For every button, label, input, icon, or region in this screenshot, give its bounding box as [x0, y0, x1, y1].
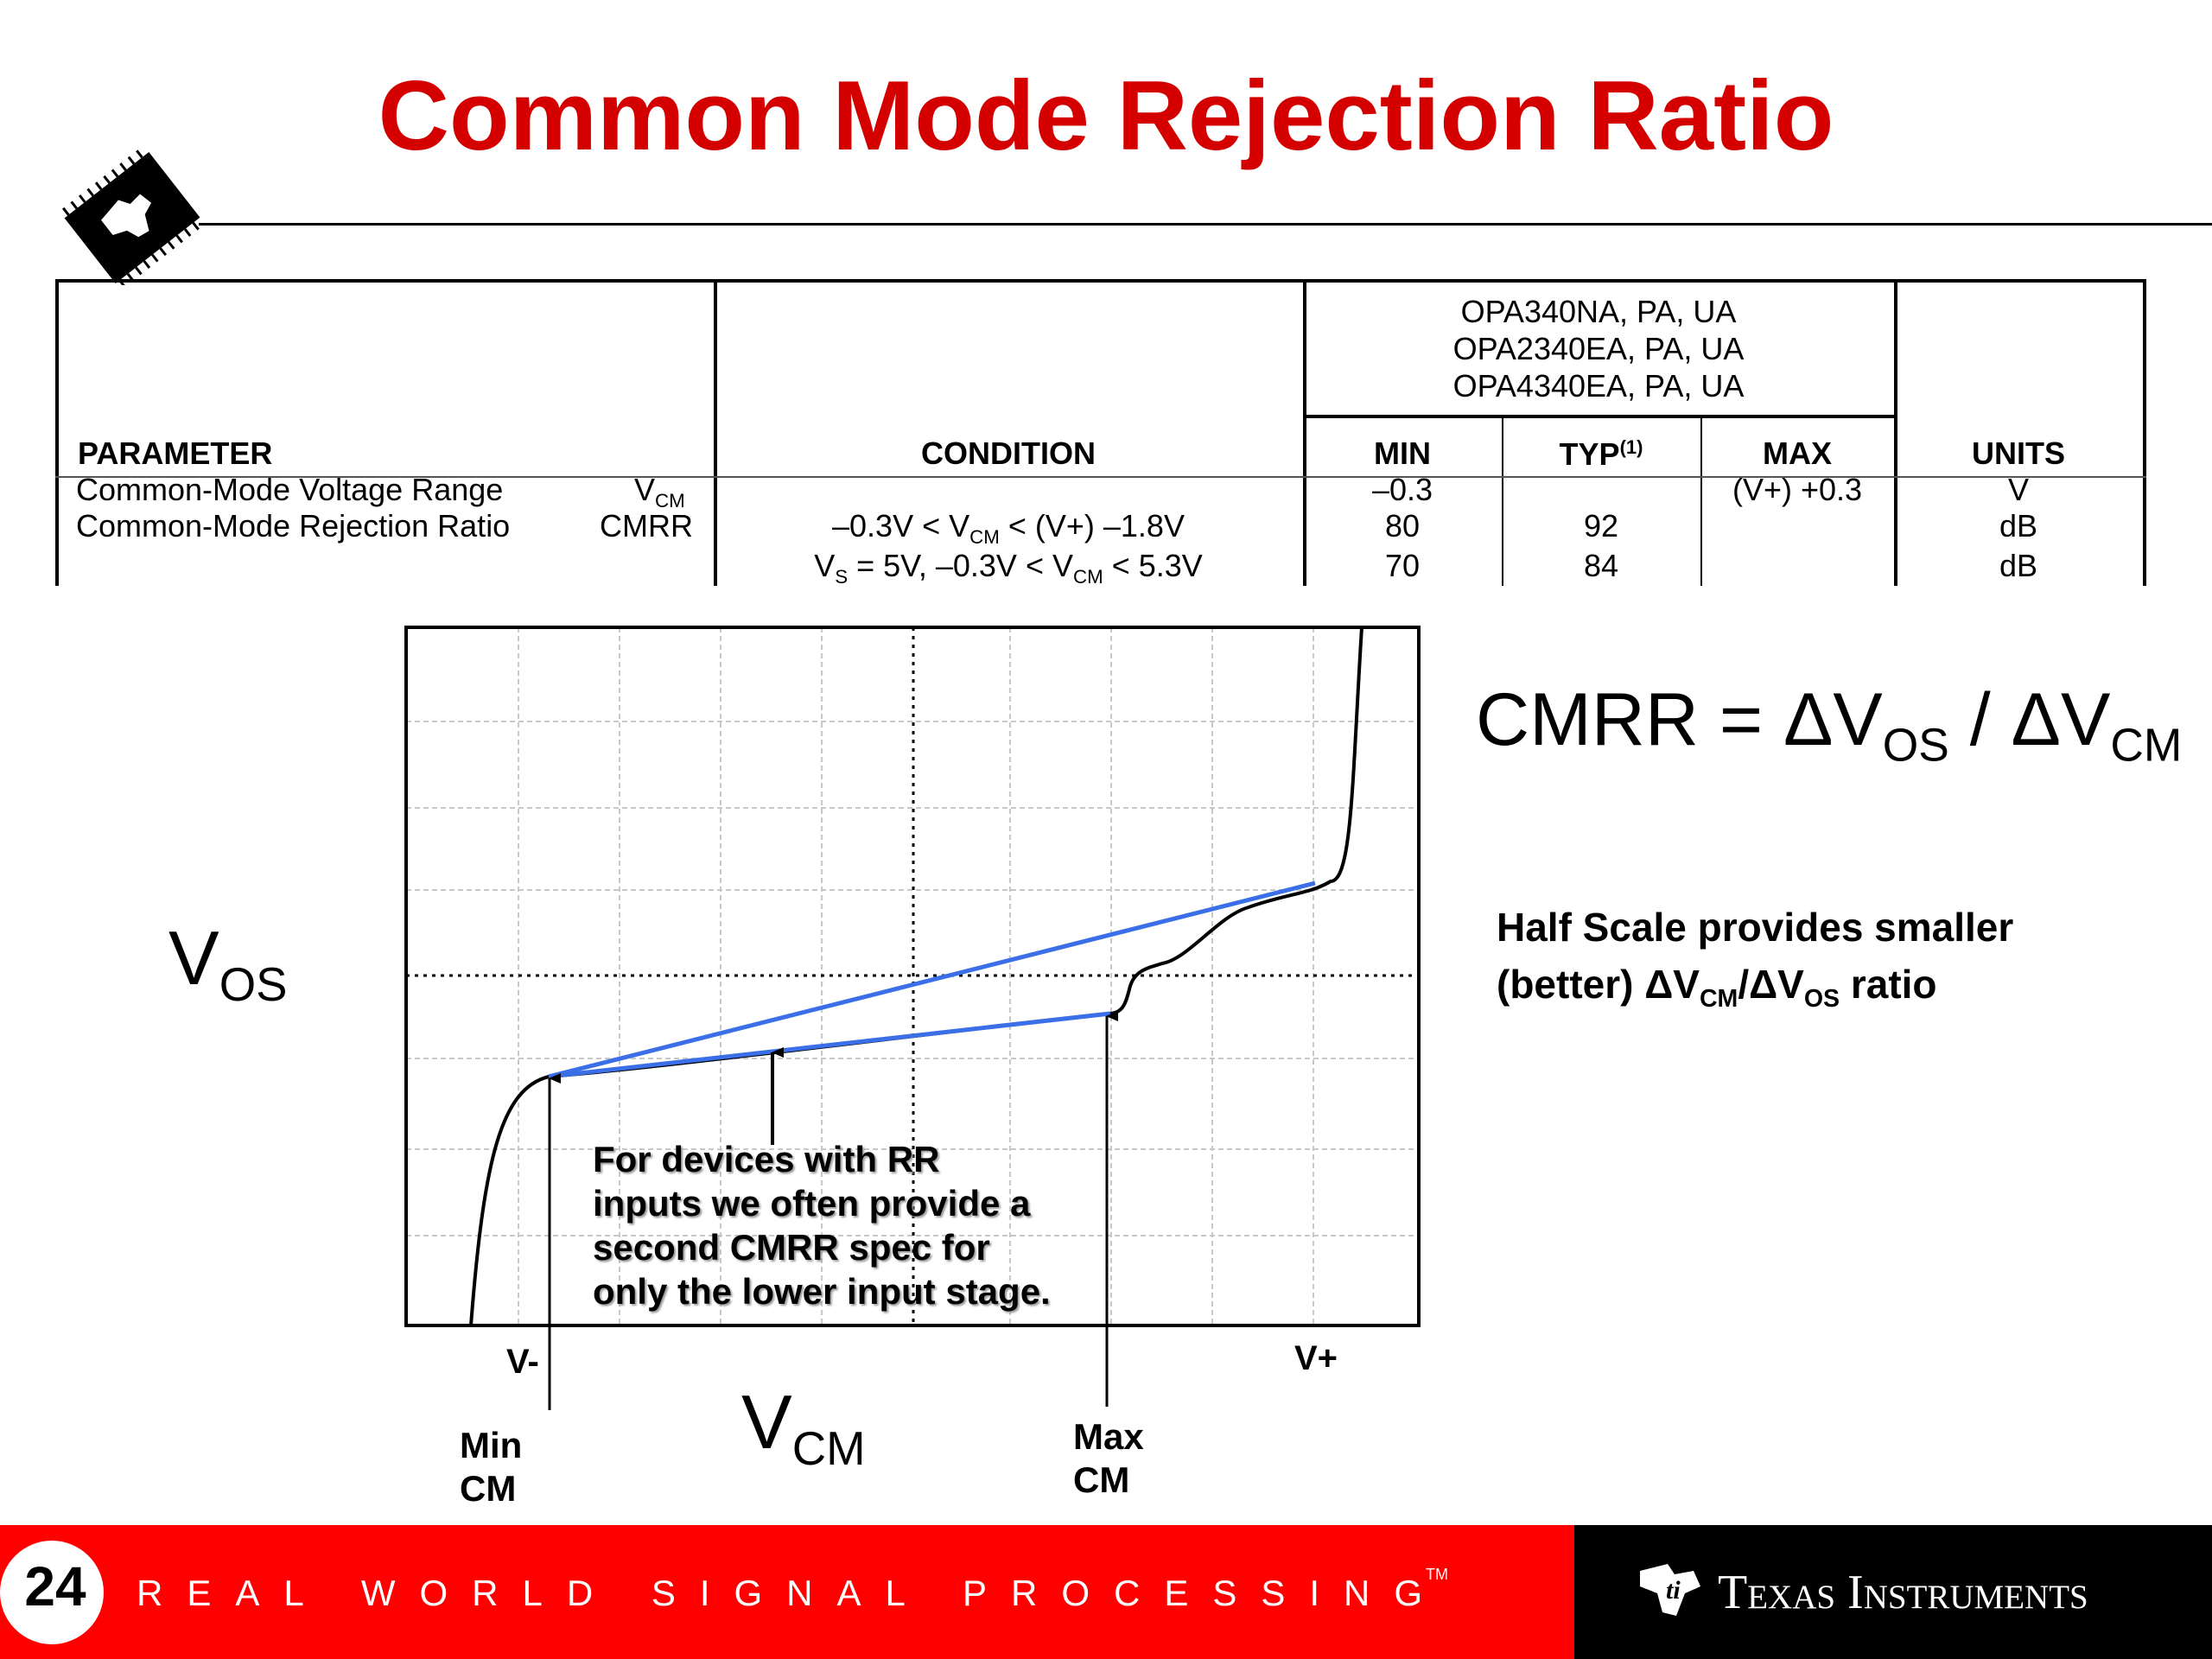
row-parameter: Common-Mode Voltage Range	[76, 472, 504, 507]
x-axis-label-main: V	[741, 1379, 792, 1465]
table-divider	[714, 279, 717, 586]
row-typ: 84	[1583, 548, 1619, 583]
row-units: dB	[1999, 508, 2038, 543]
row-units: V	[2007, 472, 2029, 507]
col-header-condition: CONDITION	[921, 435, 1096, 471]
formula-part: CMRR = ΔV	[1476, 678, 1883, 761]
row-symbol: CMRR	[600, 508, 693, 543]
col-header-typ-label: TYP	[1559, 436, 1620, 472]
device-header-line: OPA340NA, PA, UA	[1460, 294, 1737, 329]
svg-text:ti: ti	[1666, 1576, 1681, 1605]
min-cm-label: Min CM	[460, 1424, 522, 1510]
row-min: 80	[1384, 508, 1421, 543]
row-symbol-main: V	[634, 472, 656, 507]
plot-grid	[406, 627, 1417, 1325]
half-scale-note-line1: Half Scale provides smaller	[1497, 905, 2014, 950]
note-sub: CM	[1699, 984, 1738, 1013]
plot-frame	[404, 626, 1421, 1327]
row-condition-sub: CM	[1073, 565, 1103, 588]
col-header-max: MAX	[1763, 435, 1832, 471]
row-condition-sub: S	[835, 565, 849, 588]
row-condition-part: V	[814, 548, 836, 583]
row-condition-part: –0.3V < V	[832, 508, 970, 543]
row-min: 70	[1384, 548, 1421, 583]
x-axis-label: VCM	[741, 1384, 866, 1473]
x-right-marker-label: V+	[1294, 1339, 1338, 1377]
y-axis-label: VOS	[168, 920, 288, 1009]
full-range-fit-line	[548, 880, 1316, 1079]
vos-curve	[469, 626, 1363, 1326]
table-subheader-rule	[1303, 415, 1894, 418]
row-parameter: Common-Mode Rejection Ratio	[76, 508, 511, 543]
table-header-rule	[55, 476, 2146, 478]
brand-name: Texas Instruments	[1718, 1566, 2088, 1619]
x-left-marker-label: V-	[506, 1343, 539, 1381]
lower-stage-fit-line	[548, 1011, 1111, 1079]
page-number-badge	[0, 1541, 104, 1644]
min-cm-label-line: CM	[460, 1468, 517, 1509]
formula-sub: OS	[1882, 720, 1949, 772]
table-divider	[1303, 279, 1306, 586]
annotation-line: inputs we often provide a	[593, 1183, 1031, 1224]
annotation-line: second CMRR spec for	[593, 1227, 990, 1268]
col-header-units: UNITS	[1972, 435, 2065, 471]
note-part: /ΔV	[1738, 962, 1804, 1007]
col-header-parameter: PARAMETER	[78, 435, 273, 471]
table-right-border	[2143, 279, 2146, 586]
x-axis-label-sub: CM	[791, 1422, 866, 1476]
max-cm-label-line: CM	[1073, 1459, 1130, 1500]
row-min: –0.3	[1371, 472, 1433, 507]
title-rule	[199, 223, 2212, 226]
ti-logo-icon: ti	[1640, 1564, 1700, 1616]
row-condition-sub: CM	[969, 525, 1000, 548]
half-scale-note: Half Scale provides smaller (better) ΔVC…	[1497, 899, 2013, 1027]
y-axis-label-sub: OS	[219, 958, 288, 1012]
rr-input-annotation: For devices with RR inputs we often prov…	[593, 1137, 1051, 1313]
row-condition-part: = 5V, –0.3V < V	[848, 548, 1073, 583]
footer-tagline-trademark: TM	[1426, 1566, 1448, 1583]
table-top-border	[55, 279, 2146, 283]
table-left-border	[55, 279, 59, 586]
row-typ: 92	[1583, 508, 1619, 543]
chip-logo-icon	[61, 149, 200, 285]
row-symbol-sub: CM	[655, 489, 685, 512]
max-cm-label: Max CM	[1073, 1415, 1144, 1502]
cmrr-formula: CMRR = ΔVOS / ΔVCM	[1476, 683, 2182, 769]
col-header-min: MIN	[1374, 435, 1431, 471]
half-scale-note-line2: (better) ΔVCM/ΔVOS ratio	[1497, 956, 2013, 1027]
page-number: 24	[24, 1555, 86, 1618]
row-condition-part: < (V+) –1.8V	[999, 508, 1185, 543]
row-units: dB	[1999, 548, 2038, 583]
footer-band	[0, 1525, 1574, 1659]
annotation-line: only the lower input stage.	[593, 1271, 1051, 1312]
annotation-line: For devices with RR	[593, 1139, 940, 1179]
table-divider	[1700, 417, 1702, 586]
row-condition: VS = 5V, –0.3V < VCM < 5.3V	[714, 550, 1303, 587]
table-divider	[1894, 279, 1897, 586]
row-symbol: VCM	[634, 474, 685, 511]
row-max: (V+) +0.3	[1732, 472, 1863, 507]
row-condition: –0.3V < VCM < (V+) –1.8V	[714, 511, 1303, 547]
min-cm-label-line: Min	[460, 1425, 523, 1465]
note-part: ratio	[1840, 962, 1937, 1007]
max-cm-label-line: Max	[1073, 1416, 1144, 1457]
device-header-line: OPA4340EA, PA, UA	[1452, 368, 1745, 404]
table-divider	[1502, 417, 1503, 586]
formula-part: / ΔV	[1948, 678, 2111, 761]
formula-sub: CM	[2110, 720, 2183, 772]
y-axis-label-main: V	[168, 915, 219, 1001]
note-sub: OS	[1803, 984, 1840, 1013]
row-condition-part: < 5.3V	[1103, 548, 1203, 583]
spec-table: OPA340NA, PA, UA OPA2340EA, PA, UA OPA43…	[55, 279, 2146, 586]
device-header-line: OPA2340EA, PA, UA	[1452, 331, 1745, 366]
col-header-typ-note: (1)	[1619, 436, 1643, 458]
col-header-typ: TYP(1)	[1502, 438, 1700, 470]
note-part: (better) ΔV	[1497, 962, 1700, 1007]
plot-center-axes	[406, 627, 1417, 1325]
slide-title: Common Mode Rejection Ratio	[378, 61, 1834, 171]
footer-tagline: REAL WORLD SIGNAL PROCESSING	[137, 1573, 1447, 1613]
